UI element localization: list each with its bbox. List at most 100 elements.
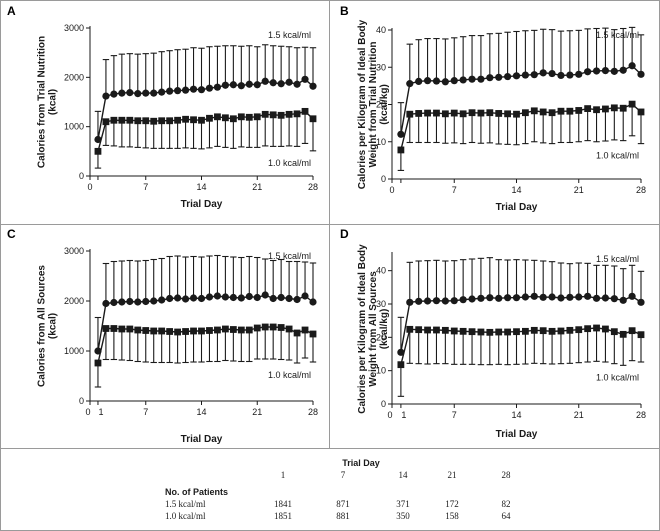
series-line xyxy=(97,110,314,152)
data-point xyxy=(221,81,229,89)
y-tick-label: 2000 xyxy=(64,72,84,82)
x-tick-label: 0 xyxy=(389,185,394,195)
data-point xyxy=(601,294,610,302)
data-point xyxy=(575,326,583,334)
y-tick-label: 10 xyxy=(376,366,386,376)
x-tick-label: 0 xyxy=(387,410,392,420)
data-point xyxy=(205,84,214,92)
data-point xyxy=(182,328,189,335)
series-1-5-kcal xyxy=(397,257,645,356)
data-point xyxy=(459,327,467,335)
data-point xyxy=(181,295,190,303)
series-label: 1.0 kcal/ml xyxy=(596,372,639,382)
x-tick-label: 14 xyxy=(196,407,206,417)
x-tick-label: 28 xyxy=(636,410,646,420)
table-day-7: 7 xyxy=(341,470,346,480)
table-cell: 64 xyxy=(502,511,512,521)
data-point xyxy=(150,327,158,335)
table-row-label: 1.5 kcal/ml xyxy=(165,499,206,509)
series-label: 1.5 kcal/ml xyxy=(268,30,311,40)
data-point xyxy=(477,75,485,83)
table-cell: 1841 xyxy=(274,499,292,509)
series-1-0-kcal xyxy=(397,324,645,397)
data-point xyxy=(126,325,134,333)
y-tick-label: 1000 xyxy=(64,122,84,132)
data-point xyxy=(309,330,317,338)
data-point xyxy=(237,326,245,334)
data-point xyxy=(513,328,520,336)
data-point xyxy=(94,359,102,367)
data-point xyxy=(182,115,189,123)
table-title: Trial Day xyxy=(342,458,380,468)
x-tick-label: 28 xyxy=(636,185,646,195)
data-point xyxy=(415,110,423,117)
data-point xyxy=(142,89,150,97)
data-point xyxy=(468,328,476,336)
y-tick-label: 3000 xyxy=(64,23,84,33)
table-day-14: 14 xyxy=(399,470,409,480)
data-point xyxy=(397,130,405,138)
data-point xyxy=(277,80,285,88)
data-point xyxy=(269,79,277,87)
data-point xyxy=(269,111,277,119)
y-axis-title: (kcal) xyxy=(48,89,59,115)
x-tick-label: 0 xyxy=(87,182,92,192)
data-point xyxy=(214,113,221,121)
table-cell: 350 xyxy=(396,511,410,521)
data-point xyxy=(459,296,467,304)
data-point xyxy=(261,291,269,299)
y-axis-title: Calories from Trial Nutrition xyxy=(37,36,48,168)
data-point xyxy=(504,110,512,118)
table-cell: 1851 xyxy=(274,511,292,521)
data-point xyxy=(424,326,431,334)
y-tick-label: 10 xyxy=(376,137,386,147)
series-1-0-kcal xyxy=(94,107,317,169)
data-point xyxy=(198,116,205,124)
x-tick-label: 7 xyxy=(452,185,457,195)
y-tick-label: 2000 xyxy=(64,296,84,306)
data-point xyxy=(261,77,269,85)
data-point xyxy=(285,325,293,333)
data-point xyxy=(134,326,142,334)
x-tick-label: 28 xyxy=(308,182,318,192)
table-cell: 82 xyxy=(502,499,511,509)
data-point xyxy=(126,116,134,124)
data-point xyxy=(610,295,618,303)
data-point xyxy=(253,113,261,121)
data-point xyxy=(197,294,206,303)
data-point xyxy=(237,82,245,90)
data-point xyxy=(229,115,237,123)
data-point xyxy=(134,298,142,306)
data-point xyxy=(477,328,485,336)
panel-b: B 0 10 20 30 40 0 7 14 21 28 Trial Day Calories per … xyxy=(340,4,646,213)
data-point xyxy=(293,110,301,118)
data-point xyxy=(166,87,174,95)
x-tick-label: 7 xyxy=(143,407,148,417)
x-tick-label: 1 xyxy=(401,410,406,420)
data-point xyxy=(309,298,317,306)
data-point xyxy=(539,327,547,335)
data-point xyxy=(637,298,645,306)
data-point xyxy=(221,114,229,122)
data-point xyxy=(229,326,237,333)
data-point xyxy=(245,292,253,301)
data-point xyxy=(166,294,174,303)
data-point xyxy=(158,296,166,304)
data-point xyxy=(134,90,142,98)
data-point xyxy=(566,71,574,79)
data-point xyxy=(584,325,592,333)
x-tick-label: 14 xyxy=(511,185,521,195)
data-point xyxy=(441,78,449,86)
series-line xyxy=(97,78,314,140)
series-label: 1.0 kcal/ml xyxy=(596,151,639,161)
data-point xyxy=(126,297,134,306)
data-point xyxy=(174,87,182,95)
data-point xyxy=(441,110,449,118)
x-tick-label: 7 xyxy=(452,410,457,420)
series-line xyxy=(400,295,642,353)
data-point xyxy=(150,117,158,125)
data-point xyxy=(269,294,277,303)
y-axis-title: Calories per Kilogram of Ideal Body xyxy=(357,19,368,189)
data-point xyxy=(285,78,293,86)
y-tick-label: 1000 xyxy=(64,346,84,356)
